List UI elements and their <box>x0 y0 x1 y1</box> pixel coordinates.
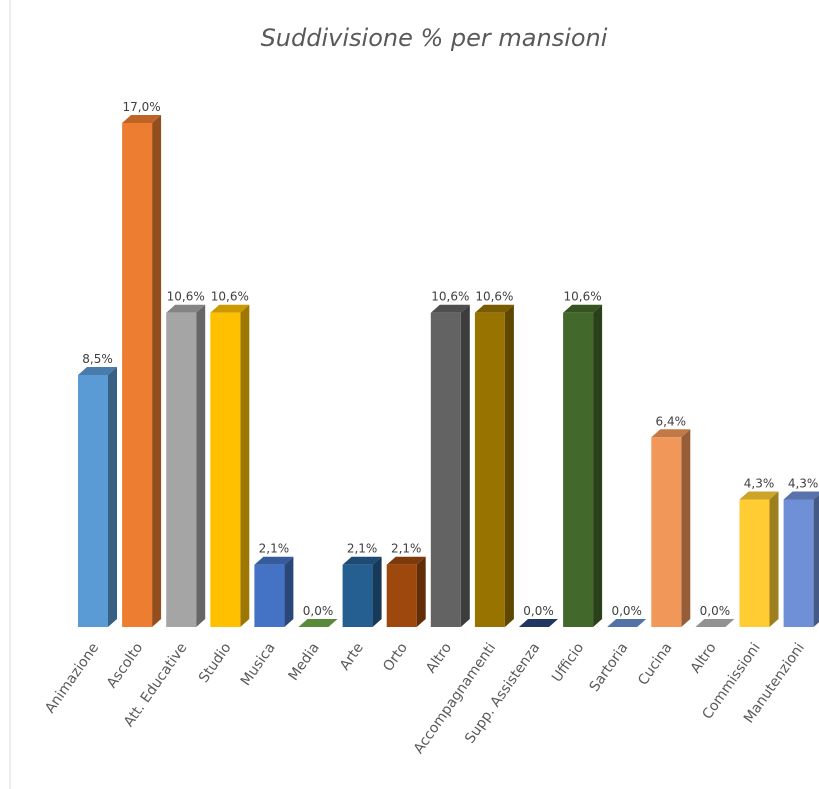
x-tick-label: Altro <box>423 640 455 676</box>
bar-group <box>166 304 206 627</box>
bar-side <box>681 429 691 627</box>
bar-side <box>152 115 162 627</box>
value-label: 2,1% <box>347 542 378 556</box>
bar-top <box>563 304 603 313</box>
bar-side <box>769 491 779 627</box>
bar-top <box>210 304 250 313</box>
x-tick-label: Orto <box>380 640 411 674</box>
value-label: 0,0% <box>523 604 554 618</box>
bar <box>474 312 505 627</box>
bar-group <box>386 556 426 627</box>
bar <box>430 312 461 627</box>
x-tick-label: Cucina <box>635 640 675 688</box>
bar-side <box>813 494 819 627</box>
bar-top <box>739 491 779 500</box>
bar-top <box>783 491 819 500</box>
bar <box>651 437 682 627</box>
bar-group <box>78 367 117 627</box>
value-label: 10,6% <box>167 290 205 304</box>
value-label: 10,6% <box>431 290 469 304</box>
bar <box>342 564 373 627</box>
bar-group <box>474 304 514 627</box>
bar-group <box>563 304 603 627</box>
bar-top <box>607 619 647 627</box>
bar <box>739 499 770 627</box>
bar-side <box>416 556 426 627</box>
bar-top <box>122 115 162 123</box>
value-label: 10,6% <box>211 290 249 304</box>
bar-group <box>739 491 779 627</box>
bar <box>122 123 153 627</box>
bar-top <box>430 304 470 313</box>
bar-group <box>651 429 691 627</box>
bar <box>783 499 814 627</box>
value-label: 6,4% <box>656 414 687 428</box>
bar-group <box>210 304 250 627</box>
value-label: 0,0% <box>611 604 642 618</box>
bar-group <box>254 556 294 627</box>
x-tick-label: Sartoria <box>587 640 632 695</box>
x-tick-label: Accompagnamenti <box>411 640 499 757</box>
bar <box>254 564 285 627</box>
x-tick-label: Ascolto <box>104 640 146 691</box>
bar-side <box>196 304 206 627</box>
x-tick-label: Ufficio <box>549 640 587 685</box>
bar-top <box>386 556 426 565</box>
bar-top <box>78 367 117 375</box>
bar-side <box>372 556 382 627</box>
value-label: 4,3% <box>744 477 775 491</box>
bar-top <box>342 556 382 565</box>
bar-group <box>695 619 735 627</box>
bar-group <box>298 619 338 627</box>
bar-group <box>783 491 819 627</box>
bar-group <box>519 619 558 627</box>
chart-title: Suddivisione % per mansioni <box>261 24 608 52</box>
bar-top <box>298 619 338 627</box>
bar <box>386 564 417 627</box>
value-label: 0,0% <box>700 604 731 618</box>
value-label: 0,0% <box>303 604 334 618</box>
x-tick-label: Studio <box>196 640 235 686</box>
bar-top <box>519 619 558 627</box>
value-label: 2,1% <box>259 542 290 556</box>
bar-top <box>254 556 294 565</box>
bar-side <box>593 304 603 627</box>
value-label: 8,5% <box>82 352 113 366</box>
value-label: 17,0% <box>123 100 161 114</box>
x-tick-label: Animazione <box>42 640 102 716</box>
bar-side <box>240 304 250 627</box>
x-tick-label: Arte <box>337 640 367 673</box>
bar-group <box>430 304 470 627</box>
bar-group <box>607 619 647 627</box>
value-label: 2,1% <box>391 542 422 556</box>
bar-group <box>342 556 382 627</box>
bar <box>166 312 197 627</box>
bar <box>210 312 241 627</box>
value-label: 4,3% <box>788 477 819 491</box>
bar-side <box>504 304 514 627</box>
x-tick-label: Altro <box>688 640 720 676</box>
bar <box>563 312 594 627</box>
bar-side <box>460 304 470 627</box>
bar-top <box>695 619 735 627</box>
value-label: 10,6% <box>475 290 513 304</box>
bar-top <box>651 429 691 438</box>
bar-top <box>166 304 206 313</box>
bar-side <box>284 556 294 627</box>
bar-side <box>108 367 117 627</box>
x-tick-label: Musica <box>238 640 279 689</box>
x-tick-label: Media <box>286 640 323 684</box>
bar-top <box>474 304 514 313</box>
bar <box>78 375 108 627</box>
value-label: 10,6% <box>564 290 602 304</box>
bar-group <box>122 115 162 627</box>
